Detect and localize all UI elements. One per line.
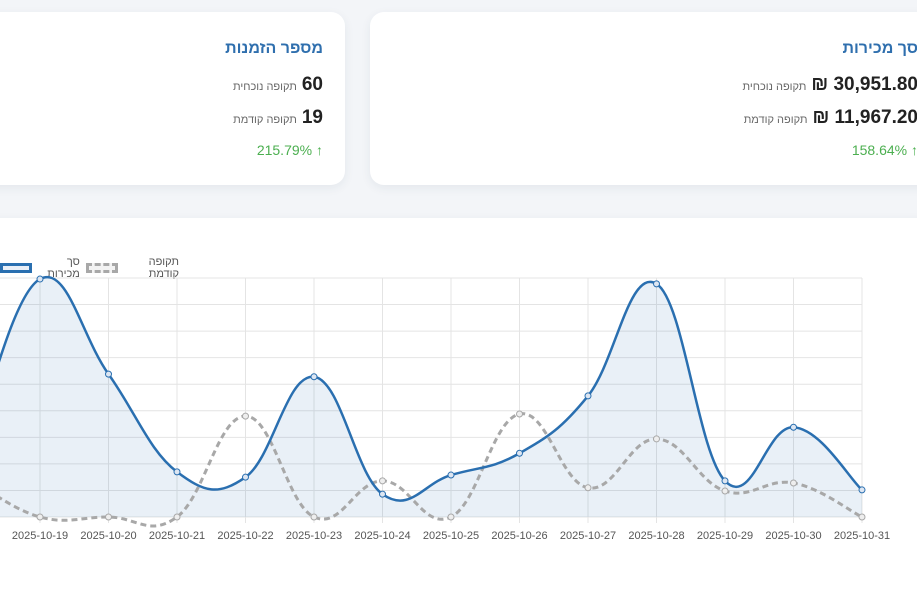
orders-count-card: מספר הזמנות 60 תקופה נוכחית 19 תקופה קוד…: [0, 12, 345, 185]
x-tick-label: 2025-10-30: [765, 530, 821, 542]
previous-period-row: 19 תקופה קודמת: [233, 107, 323, 129]
legend-previous[interactable]: תקופה קודמת: [85, 256, 179, 280]
previous-data-point: [173, 513, 181, 521]
previous-value: 19: [301, 107, 323, 128]
x-tick-label: 2025-10-25: [423, 530, 479, 542]
legend-previous-label: תקופה קודמת: [148, 256, 179, 280]
current-data-point: [790, 423, 797, 431]
sales-line-chart: 2025-10-182025-10-192025-10-202025-10-21…: [0, 275, 890, 542]
current-period-row: 30,951.80 ₪ תקופה נוכחית: [743, 74, 917, 96]
current-label: תקופה נוכחית: [233, 81, 297, 93]
x-tick-label: 2025-10-21: [149, 530, 205, 542]
current-value: 30,951.80 ₪: [811, 74, 917, 95]
previous-data-point: [447, 513, 455, 521]
current-data-point: [36, 275, 44, 283]
x-tick-label: 2025-10-24: [354, 530, 410, 542]
previous-period-row: 11,967.20 ₪ תקופה קודמת: [744, 107, 917, 129]
current-data-point: [310, 373, 318, 381]
x-tick-label: 2025-10-28: [628, 530, 684, 542]
current-data-point: [447, 471, 455, 479]
legend-previous-swatch: [85, 263, 118, 273]
x-tick-label: 2025-10-19: [12, 530, 68, 542]
previous-data-point: [653, 435, 660, 443]
current-data-point: [584, 392, 592, 400]
change-percent: ↑ 158.64%: [851, 142, 917, 158]
current-data-point: [105, 370, 112, 378]
previous-data-point: [721, 487, 729, 495]
card-title: מספר הזמנות: [225, 40, 323, 57]
card-title: סך מכירות: [842, 40, 917, 57]
current-label: תקופה נוכחית: [742, 81, 807, 93]
current-data-point: [516, 449, 523, 457]
current-data-point: [242, 473, 249, 481]
current-data-point: [173, 468, 181, 476]
x-tick-label: 2025-10-20: [80, 530, 136, 542]
current-data-point: [653, 280, 660, 288]
x-tick-label: 2025-10-29: [697, 530, 753, 542]
previous-data-point: [105, 513, 112, 521]
previous-data-point: [790, 479, 797, 487]
previous-value: 11,967.20 ₪: [812, 107, 917, 128]
current-data-point: [858, 486, 866, 494]
legend-current-label: סך מכירות: [47, 256, 80, 280]
previous-series-line: [0, 412, 863, 528]
legend-current[interactable]: סך מכירות: [0, 256, 80, 280]
x-tick-label: 2025-10-26: [491, 530, 547, 542]
previous-data-point: [242, 412, 249, 420]
previous-label: תקופה קודמת: [233, 114, 297, 126]
legend-current-swatch: [0, 263, 32, 273]
previous-data-point: [858, 513, 866, 521]
x-tick-label: 2025-10-31: [834, 530, 890, 542]
previous-data-point: [584, 484, 592, 492]
x-tick-label: 2025-10-27: [560, 530, 616, 542]
current-value: 60: [301, 74, 323, 95]
change-percent: ↑ 215.79%: [256, 142, 323, 158]
current-data-point: [379, 490, 386, 498]
current-period-row: 60 תקופה נוכחית: [233, 74, 323, 96]
x-tick-label: 2025-10-22: [217, 530, 273, 542]
previous-data-point: [379, 477, 386, 485]
x-tick-label: 2025-10-23: [286, 530, 342, 542]
previous-data-point: [516, 410, 523, 418]
sales-total-card: סך מכירות 30,951.80 ₪ תקופה נוכחית 11,96…: [370, 12, 917, 185]
chart-card: [0, 218, 917, 598]
chart-legend: תקופה קודמת סך מכירות: [0, 256, 179, 280]
previous-label: תקופה קודמת: [743, 114, 808, 126]
current-series-area: [0, 277, 862, 517]
previous-data-point: [310, 513, 318, 521]
current-data-point: [721, 477, 729, 485]
previous-data-point: [36, 513, 44, 521]
